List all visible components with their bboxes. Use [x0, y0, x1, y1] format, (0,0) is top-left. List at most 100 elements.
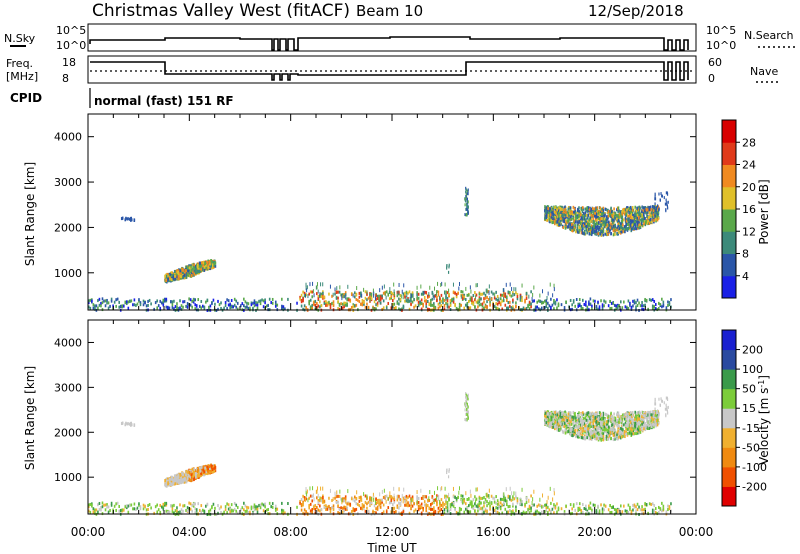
heatmap-cell: [449, 507, 452, 511]
heatmap-cell: [554, 506, 557, 510]
heatmap-cell: [552, 497, 554, 502]
heatmap-cell: [196, 269, 199, 273]
heatmap-cell: [510, 510, 513, 514]
heatmap-cell: [629, 215, 632, 219]
heatmap-cell: [616, 232, 619, 236]
heatmap-cell: [557, 302, 560, 306]
heatmap-cell: [496, 298, 499, 302]
heatmap-cell: [561, 205, 563, 209]
heatmap-cell: [630, 509, 633, 513]
heatmap-cell: [612, 233, 615, 237]
heatmap-cell: [525, 511, 528, 515]
heatmap-cell: [183, 477, 186, 481]
nave-tick-high: 60: [708, 56, 722, 69]
heatmap-cell: [420, 502, 423, 506]
heatmap-cell: [176, 506, 178, 510]
heatmap-cell: [613, 303, 616, 307]
heatmap-cell: [444, 282, 446, 287]
heatmap-cell: [322, 291, 324, 295]
heatmap-cell: [641, 511, 643, 515]
heatmap-cell: [601, 307, 604, 311]
heatmap-cell: [515, 491, 517, 496]
heatmap-cell: [573, 207, 576, 211]
heatmap-cell: [340, 293, 342, 297]
heatmap-cell: [547, 205, 550, 209]
heatmap-cell: [437, 497, 440, 501]
heatmap-cell: [527, 507, 529, 511]
heatmap-cell: [576, 228, 579, 232]
heatmap-cell: [363, 302, 365, 306]
heatmap-cell: [247, 510, 250, 514]
heatmap-cell: [583, 222, 585, 226]
heatmap-cell: [255, 505, 257, 509]
heatmap-cell: [452, 300, 455, 304]
heatmap-cell: [224, 505, 227, 509]
heatmap-cell: [597, 300, 599, 304]
heatmap-cell: [162, 301, 165, 305]
heatmap-cell: [525, 293, 528, 297]
heatmap-cell: [361, 503, 364, 507]
heatmap-cell: [182, 300, 184, 304]
heatmap-cell: [592, 220, 595, 224]
heatmap-cell: [547, 211, 549, 215]
heatmap-cell: [596, 221, 598, 225]
heatmap-cell: [512, 300, 514, 304]
heatmap-cell: [656, 208, 659, 212]
heatmap-cell: [317, 501, 320, 505]
heatmap-cell: [653, 305, 656, 309]
heatmap-cell: [612, 222, 614, 226]
heatmap-cell: [597, 213, 599, 217]
heatmap-cell: [654, 202, 656, 206]
heatmap-cell: [314, 307, 317, 311]
heatmap-cell: [499, 303, 502, 307]
heatmap-cell: [559, 219, 561, 223]
heatmap-cell: [620, 225, 623, 229]
heatmap-cell: [206, 298, 209, 302]
heatmap-cell: [647, 307, 649, 311]
heatmap-cell: [428, 498, 431, 502]
heatmap-cell: [148, 503, 151, 507]
colorbar-swatch: [722, 275, 736, 299]
heatmap-cell: [390, 306, 393, 310]
heatmap-cell: [471, 301, 473, 305]
heatmap-cell: [398, 494, 400, 498]
heatmap-cell: [256, 507, 259, 511]
heatmap-cell: [156, 299, 158, 303]
heatmap-cell: [212, 502, 215, 506]
heatmap-cell: [533, 489, 535, 494]
heatmap-cell: [616, 510, 619, 514]
heatmap-cell: [374, 500, 376, 505]
heatmap-cell: [550, 307, 552, 311]
heatmap-cell: [255, 507, 257, 511]
heatmap-cell: [557, 304, 560, 308]
heatmap-cell: [667, 303, 669, 307]
heatmap-cell: [576, 226, 579, 230]
heatmap-cell: [233, 507, 236, 511]
heatmap-cell: [607, 232, 609, 236]
heatmap-cell: [618, 508, 621, 512]
heatmap-cell: [332, 292, 334, 297]
heatmap-cell: [364, 494, 367, 498]
heatmap-cell: [537, 299, 540, 303]
heatmap-cell: [326, 505, 329, 509]
heatmap-cell: [174, 479, 176, 483]
heatmap-cell: [521, 299, 523, 303]
heatmap-cell: [404, 299, 406, 303]
heatmap-cell: [566, 214, 568, 218]
heatmap-cell: [164, 501, 166, 505]
heatmap-cell: [212, 261, 215, 265]
heatmap-cell: [648, 215, 651, 219]
heatmap-cell: [489, 300, 491, 304]
heatmap-cell: [376, 501, 379, 505]
heatmap-cell: [440, 487, 442, 492]
heatmap-cell: [426, 299, 429, 303]
heatmap-cell: [209, 262, 211, 266]
heatmap-cell: [499, 301, 502, 305]
heatmap-cell: [627, 510, 630, 514]
heatmap-cell: [505, 487, 507, 492]
heatmap-cell: [633, 505, 636, 509]
heatmap-cell: [271, 301, 274, 305]
heatmap-cell: [552, 212, 555, 216]
heatmap-cell: [492, 496, 494, 500]
heatmap-cell: [176, 275, 179, 279]
